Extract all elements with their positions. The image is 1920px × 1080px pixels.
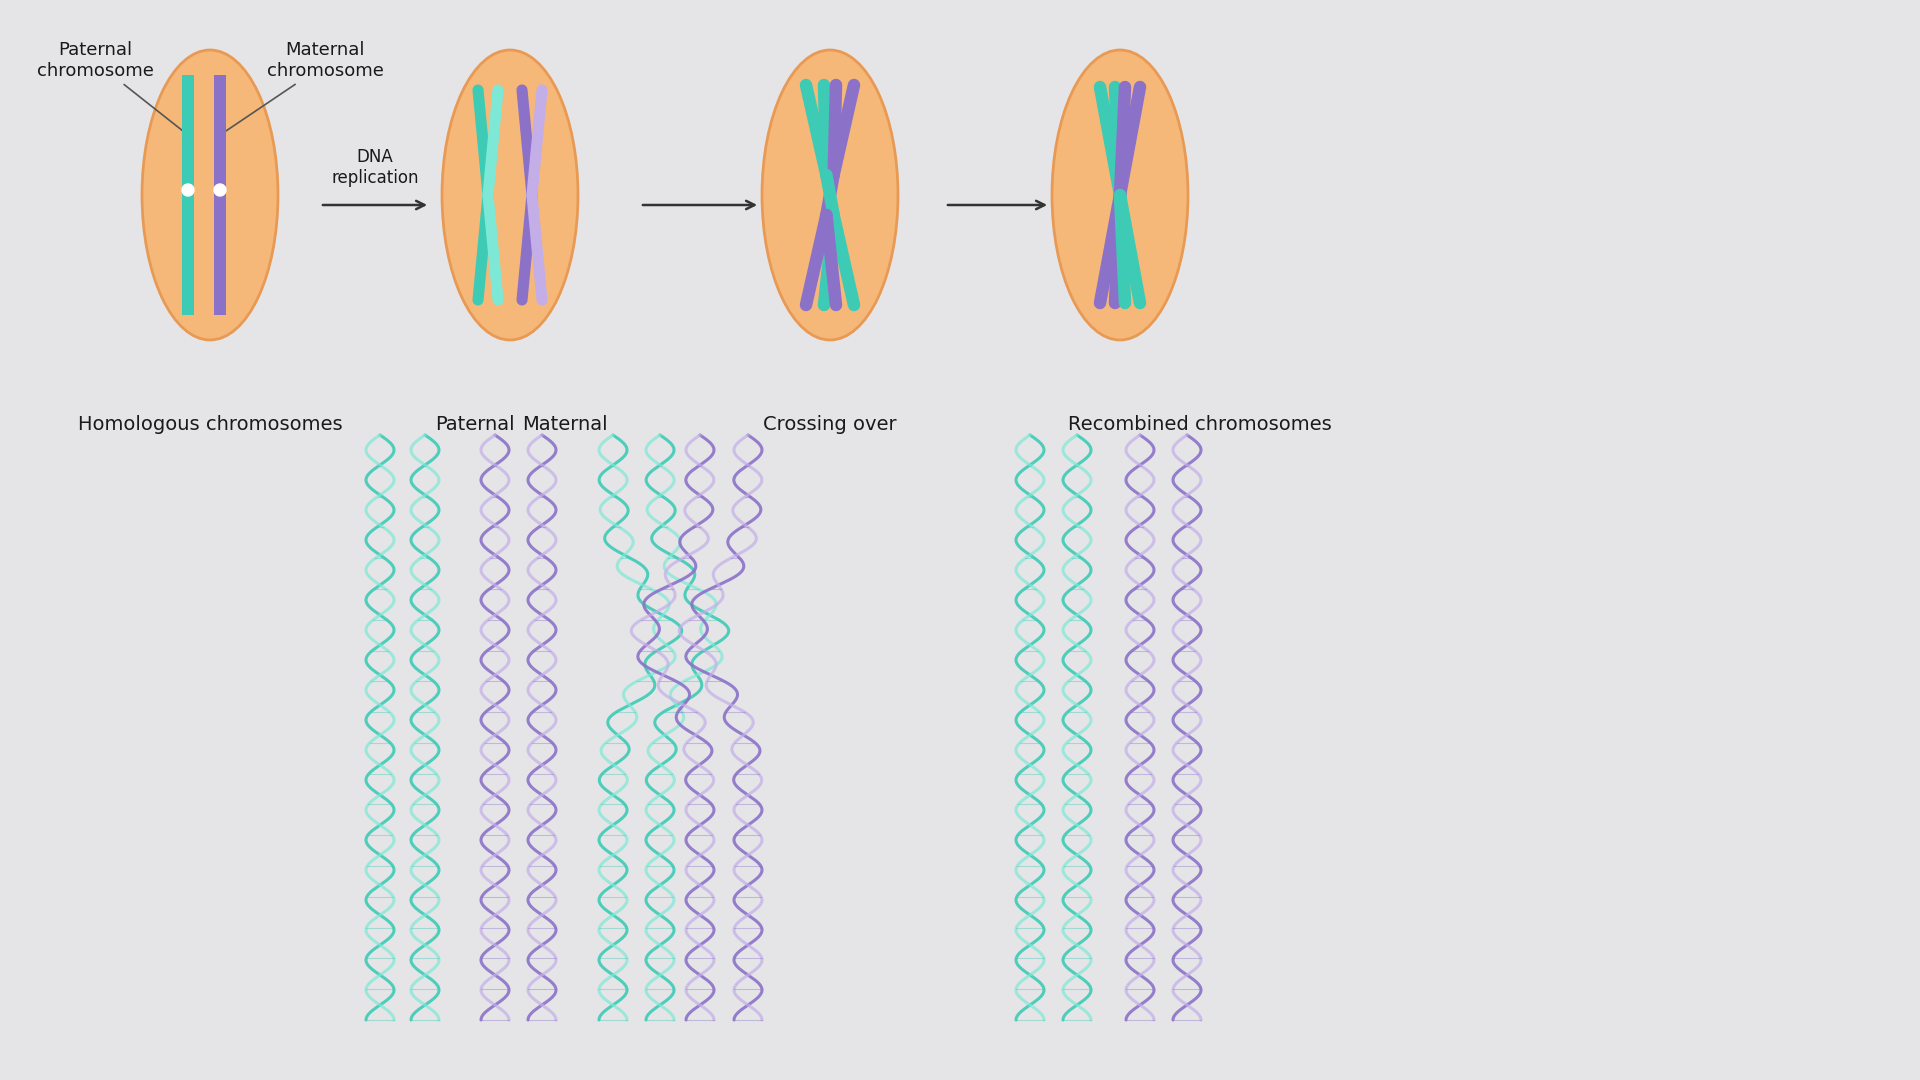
Text: Maternal: Maternal [522, 415, 609, 434]
Text: Paternal: Paternal [436, 415, 515, 434]
Circle shape [182, 184, 194, 195]
Bar [213, 75, 227, 315]
Text: Maternal
chromosome: Maternal chromosome [223, 41, 384, 134]
Text: Recombined chromosomes: Recombined chromosomes [1068, 415, 1332, 434]
Ellipse shape [1052, 50, 1188, 340]
Text: DNA
replication: DNA replication [332, 148, 419, 187]
Bar [182, 75, 194, 315]
Circle shape [213, 184, 227, 195]
Text: Homologous chromosomes: Homologous chromosomes [77, 415, 342, 434]
Ellipse shape [762, 50, 899, 340]
Ellipse shape [442, 50, 578, 340]
Text: Crossing over: Crossing over [762, 415, 897, 434]
Ellipse shape [142, 50, 278, 340]
Text: Paternal
chromosome: Paternal chromosome [36, 41, 186, 133]
